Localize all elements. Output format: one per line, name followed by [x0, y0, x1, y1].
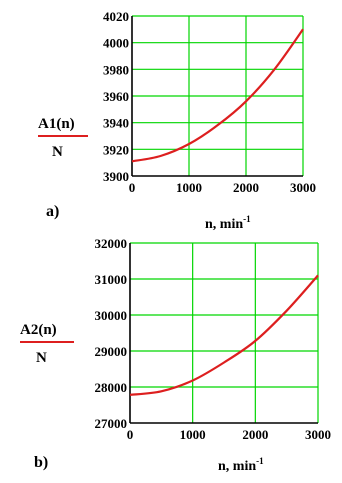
y-tick-label-b: 31000	[95, 272, 128, 287]
y-tick-label-b: 27000	[95, 416, 128, 431]
y-tick-label-a: 3900	[103, 169, 129, 184]
y-tick-label-a: 3920	[103, 142, 129, 157]
grid-a	[132, 15, 304, 176]
y-tick-label-a: 4020	[103, 9, 129, 24]
y-tick-labels-a: 3900 3920 3940 3960 3980 4000 4020	[103, 9, 129, 184]
y-tick-label-b: 29000	[95, 344, 128, 359]
y-tick-label-b: 30000	[95, 308, 128, 323]
axes-a	[131, 16, 303, 177]
y-tick-label-a: 3940	[103, 116, 129, 131]
x-tick-label-a: 2000	[233, 180, 259, 195]
x-tick-label-a: 0	[129, 180, 136, 195]
x-axis-label-superscript-b: -1	[256, 456, 264, 466]
y-tick-labels-b: 27000 28000 29000 30000 31000 32000	[95, 236, 128, 431]
y-tick-label-a: 4000	[103, 36, 129, 51]
x-tick-label-b: 2000	[242, 427, 268, 442]
x-tick-label-b: 3000	[305, 427, 331, 442]
x-tick-label-a: 3000	[290, 180, 316, 195]
y-tick-label-a: 3960	[103, 89, 129, 104]
y-axis-label-numerator-b: A2(n)	[20, 322, 57, 338]
x-axis-label-a: n, min-1	[205, 214, 251, 232]
grid-b	[130, 242, 319, 423]
y-tick-label-b: 28000	[95, 380, 128, 395]
axes-b	[129, 243, 318, 424]
y-tick-label-a: 3980	[103, 62, 129, 77]
x-tick-label-a: 1000	[176, 180, 202, 195]
x-axis-label-b: n, min-1	[218, 456, 264, 474]
chart-b: 27000 28000 29000 30000 31000 32000 0 1000 2000…	[20, 236, 331, 474]
series-line-a	[131, 28, 304, 163]
series-line-b	[129, 274, 319, 396]
x-axis-label-text-b: n, min	[218, 459, 256, 474]
x-axis-label-superscript-a: -1	[243, 214, 251, 224]
y-axis-label-denominator-a: N	[52, 144, 63, 160]
x-tick-label-b: 1000	[180, 427, 206, 442]
x-tick-labels-b: 0 1000 2000 3000	[127, 427, 331, 442]
y-tick-label-b: 32000	[95, 236, 128, 251]
y-axis-label-numerator-a: A1(n)	[38, 116, 75, 132]
y-axis-label-denominator-b: N	[36, 350, 47, 366]
panel-label-a: a)	[46, 203, 59, 220]
chart-a: 3900 3920 3940 3960 3980 4000 4020 0 1000 2000 30…	[38, 9, 316, 232]
x-tick-label-b: 0	[127, 427, 134, 442]
panel-label-b: b)	[34, 454, 48, 471]
x-axis-label-text-a: n, min	[205, 217, 243, 232]
x-tick-labels-a: 0 1000 2000 3000	[129, 180, 316, 195]
